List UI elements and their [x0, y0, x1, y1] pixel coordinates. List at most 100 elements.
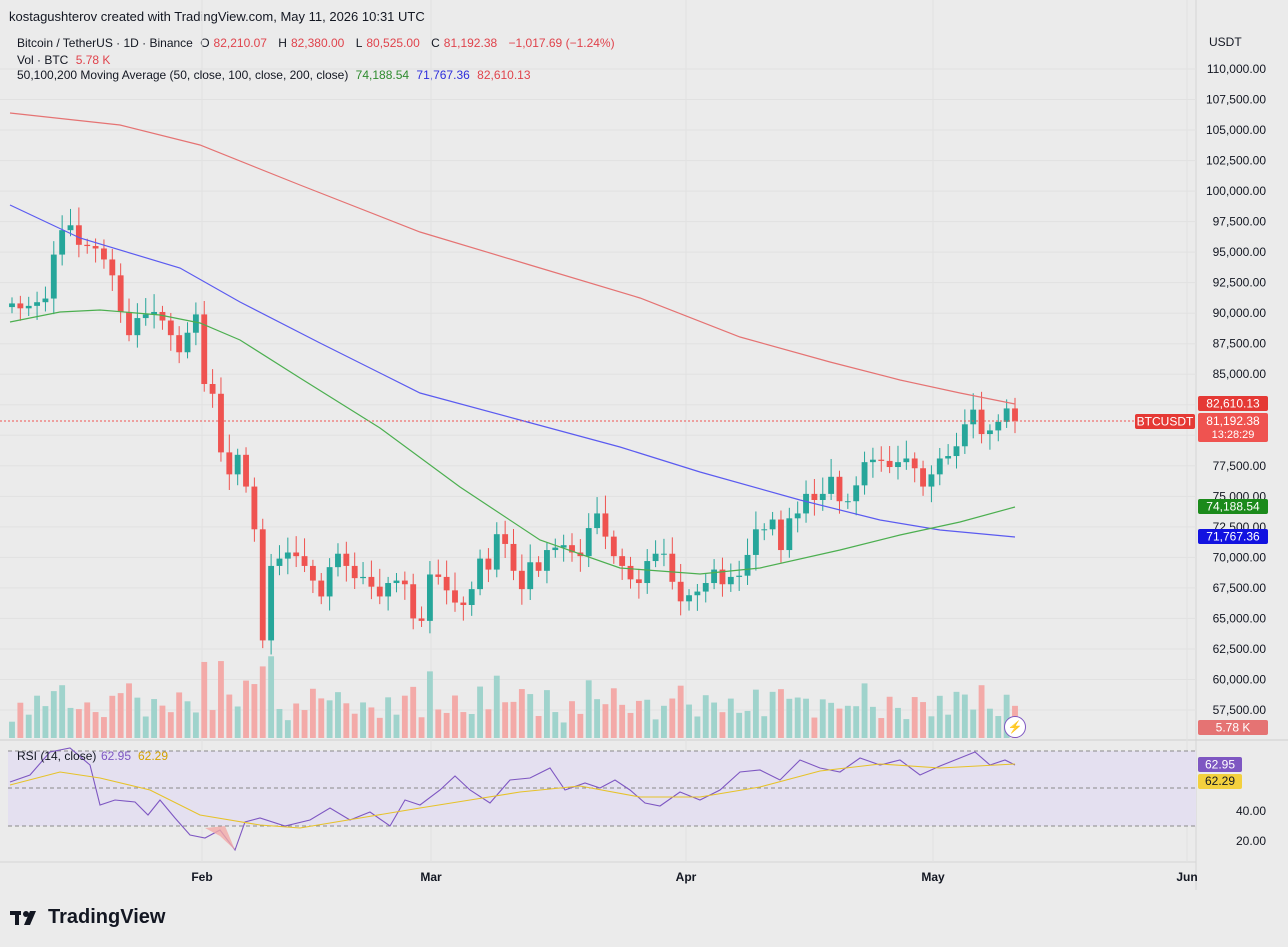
candle-body	[50, 254, 57, 299]
volume-bar	[218, 661, 224, 738]
candle-body	[727, 576, 734, 585]
ma-label: 50,100,200 Moving Average (50, close, 10…	[17, 68, 349, 82]
price-axis-bg	[1196, 0, 1288, 947]
volume-bar	[686, 704, 692, 738]
candle-body	[669, 553, 676, 582]
x-tick-label: Apr	[676, 870, 697, 884]
candle-body	[151, 311, 158, 315]
volume-bar	[75, 709, 82, 738]
volume-bar	[602, 704, 609, 738]
volume-bar	[293, 703, 300, 738]
low-label: L	[355, 36, 363, 50]
candle-body	[167, 320, 174, 336]
candle-body	[452, 590, 458, 603]
candle-body	[535, 562, 542, 571]
volume-bar	[34, 695, 41, 738]
volume-value: 5.78 K	[75, 53, 111, 67]
ma200-value: 82,610.13	[477, 68, 531, 82]
candle-body	[652, 553, 659, 562]
candle-body	[527, 562, 534, 590]
volume-bar	[953, 691, 960, 738]
attribution: kostagushterov created with TradingView.…	[9, 9, 425, 24]
candle-body	[828, 476, 835, 494]
volume-bar	[928, 716, 935, 738]
candle-body	[360, 576, 366, 579]
candle-body	[861, 462, 868, 486]
volume-bar	[727, 698, 734, 738]
candle-body	[460, 602, 467, 605]
volume-bar	[869, 706, 876, 738]
candle-body	[836, 476, 843, 502]
y-tick-label: 57,500.00	[1213, 703, 1267, 717]
candle-body	[744, 554, 751, 576]
candle-body	[711, 569, 718, 584]
volume-bar	[360, 702, 366, 738]
symbol-legend[interactable]: Bitcoin / TetherUS · 1D · Binance O 82,21…	[17, 36, 619, 50]
candle-body	[393, 580, 400, 584]
volume-bar	[84, 702, 91, 738]
volume-legend[interactable]: Vol · BTC 5.78 K	[17, 53, 114, 67]
rsi-ma-price-label: 62.29	[1205, 774, 1235, 788]
volume-bar	[903, 719, 910, 738]
volume-bar	[243, 680, 249, 738]
volume-bar	[126, 683, 132, 738]
open-label: O	[200, 36, 210, 50]
volume-bar	[635, 700, 642, 738]
candle-body	[610, 536, 617, 557]
candle-body	[936, 458, 943, 475]
candle-body	[59, 230, 66, 255]
x-tick-label: Jun	[1176, 870, 1197, 884]
volume-bar	[426, 671, 433, 738]
y-tick-label: 90,000.00	[1213, 306, 1267, 320]
candle-body	[778, 519, 784, 551]
countdown-label: 13:28:29	[1212, 429, 1255, 441]
volume-bar	[1003, 694, 1010, 738]
ma100-price-label-bg	[1198, 529, 1268, 544]
volume-price-label: 5.78 K	[1216, 721, 1251, 735]
volume-bar	[50, 691, 57, 738]
candle-body	[686, 595, 692, 602]
candle-body	[385, 583, 392, 597]
ma50-price-label: 74,188.54	[1206, 500, 1260, 514]
candle-body	[694, 591, 701, 596]
rsi-label: RSI (14, close)	[17, 749, 96, 763]
volume-bar	[42, 706, 49, 738]
volume-bar	[610, 688, 617, 738]
candle-body	[518, 570, 525, 590]
candle-body	[435, 574, 442, 577]
lightning-icon[interactable]: ⚡	[1004, 716, 1026, 738]
candle-body	[243, 454, 249, 487]
volume-bar	[318, 698, 325, 738]
candle-body	[259, 529, 266, 641]
y-tick-label: 105,000.00	[1206, 123, 1266, 137]
brand-name: TradingView	[48, 906, 166, 928]
ma50-value: 74,188.54	[355, 68, 410, 82]
y-tick-label: 92,500.00	[1213, 276, 1267, 290]
volume-bar	[594, 699, 601, 738]
candle-body	[184, 332, 191, 353]
ma-legend[interactable]: 50,100,200 Moving Average (50, close, 10…	[17, 68, 535, 82]
volume-bar	[167, 712, 174, 738]
candle-body	[978, 409, 985, 435]
candle-body	[25, 305, 32, 309]
volume-bar	[711, 702, 718, 738]
volume-bar	[460, 712, 467, 738]
volume-bar	[92, 712, 99, 738]
volume-bar	[752, 689, 759, 738]
candle-body	[844, 501, 851, 503]
candle-body	[192, 314, 199, 333]
volume-bar	[769, 691, 776, 738]
symbol-tag-bg	[1135, 414, 1195, 429]
y-tick-label: 70,000.00	[1213, 550, 1267, 564]
y-tick-label: 110,000.00	[1207, 62, 1266, 76]
candle-body	[251, 486, 258, 530]
candle-body	[619, 556, 626, 566]
rsi-price-label-bg	[1198, 757, 1242, 772]
ma100-price-label: 71,767.36	[1206, 530, 1260, 544]
volume-bar	[661, 705, 667, 738]
volume-bar	[644, 699, 651, 738]
rsi-tick-label: 20.00	[1236, 834, 1266, 848]
volume-bar	[811, 717, 818, 738]
x-tick-label: Feb	[191, 870, 212, 884]
